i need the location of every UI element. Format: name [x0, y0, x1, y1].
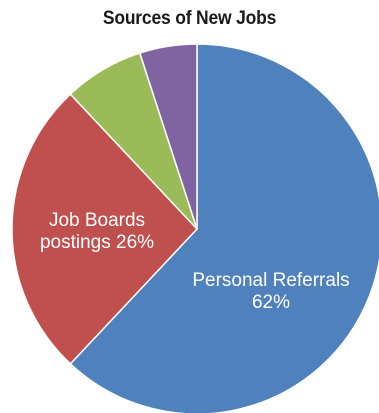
slice-label-line: Personal Referrals	[192, 270, 349, 291]
slice-label-1: Job Boards postings 26%	[40, 210, 154, 253]
slice-label-line: 62%	[252, 292, 290, 313]
slice-label-0: Personal Referrals 62%	[192, 270, 349, 313]
pie-slice-0	[69, 43, 379, 413]
slice-label-line: postings 26%	[40, 232, 154, 253]
slice-label-line: Job Boards	[49, 210, 145, 231]
chart-title: Sources of New Jobs	[102, 8, 277, 29]
pie-labels: Personal Referrals 62% Job Boards postings …	[40, 210, 350, 313]
pie-slices	[11, 43, 379, 413]
pie-slice-1	[11, 93, 199, 365]
pie-slice-3	[138, 43, 198, 230]
